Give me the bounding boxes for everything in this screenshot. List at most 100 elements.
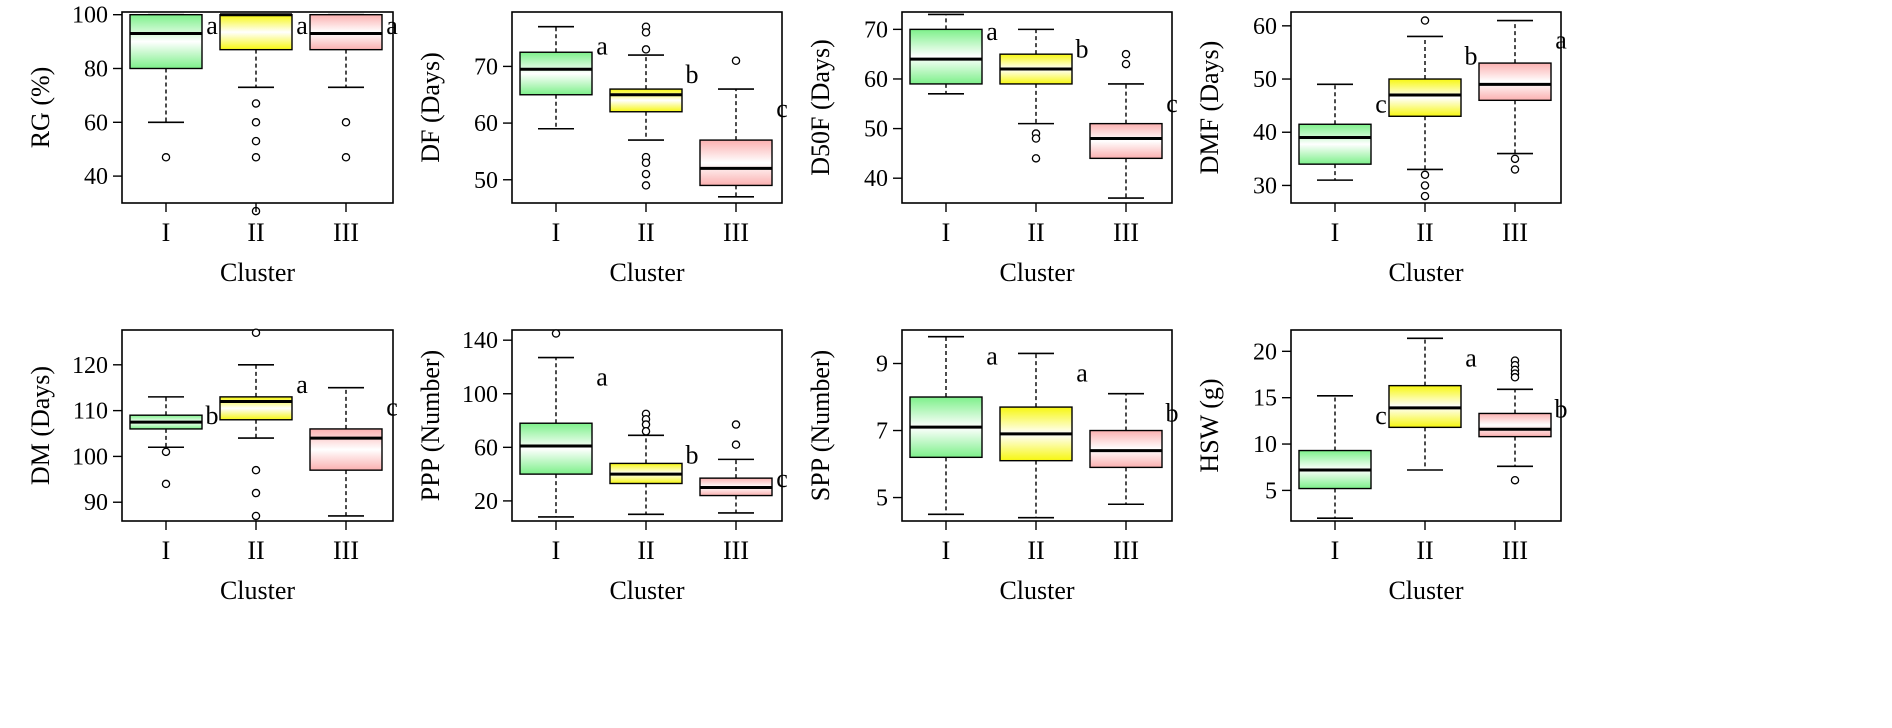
significance-letter: c [776,464,788,493]
x-axis-label: Cluster [220,258,295,287]
outlier-point [251,488,261,498]
panel-frame [1290,329,1562,522]
panel-frame [121,11,394,204]
y-axis-label: D50F (Days) [806,39,835,176]
outlier-point [161,479,171,489]
panel-frame [901,11,1173,204]
y-tick-label: 40 [864,166,888,192]
box-III: b [1089,392,1179,506]
x-tick-label: II [247,536,264,565]
significance-letter: c [776,94,788,123]
x-axis-label: Cluster [999,258,1074,287]
significance-letter: b [686,440,699,469]
box-I: a [129,11,218,162]
x-axis-label: Cluster [220,576,295,605]
outlier-point [1510,165,1520,174]
x-axis-label: Cluster [1388,576,1463,605]
x-tick-label: III [1502,218,1528,247]
significance-letter: a [296,370,308,399]
outlier-point [1510,154,1520,164]
significance-letter: b [686,60,699,89]
y-tick-label: 110 [73,399,108,425]
box-II: a [1388,337,1477,471]
significance-letter: a [206,11,218,40]
significance-letter: a [386,11,398,40]
outlier-point [251,136,261,146]
y-tick-label: 50 [864,117,888,143]
y-axis-label: DF (Days) [416,52,445,163]
significance-letter: a [1555,26,1567,55]
box-I: c [1298,83,1387,181]
outlier-point [641,169,651,179]
x-tick-label: III [1502,536,1528,565]
box-iqr [1089,429,1163,469]
outlier-point [731,440,741,449]
y-axis-label: RG (%) [26,67,55,149]
x-axis-label: Cluster [999,576,1074,605]
outlier-point [251,99,261,108]
outlier-point [1420,191,1430,201]
x-tick-label: III [1113,218,1139,247]
significance-letter: b [1465,41,1478,70]
outlier-point [641,45,651,54]
box-iqr [219,13,293,51]
box-III: c [309,386,398,517]
y-axis-label: HSW (g) [1195,378,1224,472]
box-I: a [519,25,608,130]
box-II: a [999,352,1088,519]
box-III: c [699,56,788,198]
x-tick-label: II [1416,536,1433,565]
panel-2: 50 60 70 DF (Days) a Ib II c III Cluster [416,11,788,287]
box-iqr [1388,78,1462,117]
outlier-point [1121,49,1131,59]
significance-letter: b [1076,34,1089,63]
y-tick-label: 60 [864,67,888,93]
y-tick-label: 60 [84,110,108,136]
y-tick-label: 5 [1265,478,1277,504]
y-tick-label: 30 [1253,173,1277,199]
panel-1: 40 60 80 100 RG (%) a Ia II a III Cluster [26,3,398,287]
significance-letter: b [1555,394,1568,423]
x-axis-label: Cluster [1388,258,1463,287]
outlier-point [731,56,741,65]
y-axis-label: PPP (Number) [416,350,445,501]
outlier-point [641,427,651,436]
significance-letter: c [386,393,398,422]
panel-7: 5 7 9 SPP (Number) a Ia II b III Cluster [806,329,1179,605]
outlier-point [731,420,741,429]
outlier-point [251,118,261,127]
y-tick-label: 60 [474,111,498,137]
box-III: c [1089,49,1178,199]
significance-letter: a [596,363,608,392]
x-axis-label: Cluster [609,258,684,287]
panel-8: 5 10 15 20 HSW (g) c Ia II b III Cluster [1195,329,1568,605]
y-tick-label: 140 [462,328,498,354]
panel-4: 30 40 50 60 DMF (Days) c Ib II a III Cluster [1195,11,1567,287]
significance-letter: b [1166,399,1179,428]
box-iqr [909,28,983,85]
outlier-point [251,328,261,337]
box-iqr [1089,122,1163,160]
y-tick-label: 70 [864,17,888,43]
significance-letter: a [986,17,998,46]
box-II: a [219,11,308,216]
box-I: c [1298,395,1387,520]
panel-frame [511,329,783,522]
y-tick-label: 100 [72,3,108,29]
panel-3: 40 50 60 70 D50F (Days) a Ib II c III Cluster [806,11,1178,287]
box-III: b [1478,356,1568,485]
outlier-point [161,447,171,457]
outlier-point [551,329,561,338]
outlier-point [1420,16,1430,25]
outlier-point [641,181,651,190]
box-iqr [309,428,383,471]
outlier-point [641,28,651,37]
box-II: b [609,22,699,190]
box-II: a [219,328,308,521]
y-tick-label: 60 [474,435,498,461]
y-tick-label: 40 [1253,120,1277,146]
panel-6: 20 60 100 140 PPP (Number) a Ib II c III Cluster [416,328,788,605]
y-tick-label: 60 [1253,14,1277,40]
box-III: a [309,11,398,162]
